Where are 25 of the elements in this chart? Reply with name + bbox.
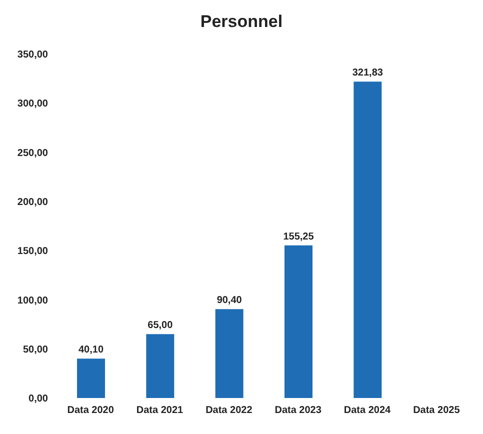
bar bbox=[354, 82, 382, 398]
bar bbox=[215, 309, 244, 398]
x-tick-label: Data 2024 bbox=[344, 405, 392, 416]
data-label: 90,40 bbox=[216, 295, 242, 306]
x-tick-label: Data 2023 bbox=[274, 405, 322, 416]
bar bbox=[77, 358, 105, 398]
bar bbox=[284, 245, 312, 398]
y-tick-label: 50,00 bbox=[22, 344, 48, 356]
x-tick-label: Data 2022 bbox=[206, 405, 253, 416]
x-tick-label: Data 2025 bbox=[413, 405, 460, 416]
y-tick-label: 300,00 bbox=[17, 98, 48, 110]
x-tick-label: Data 2021 bbox=[136, 405, 184, 416]
chart-title: Personnel bbox=[199, 11, 284, 33]
data-label: 40,10 bbox=[78, 344, 104, 356]
y-tick-label: 0,00 bbox=[28, 394, 48, 405]
y-tick-label: 150,00 bbox=[17, 246, 48, 258]
y-tick-label: 350,00 bbox=[17, 50, 48, 61]
y-tick-label: 100,00 bbox=[17, 295, 48, 306]
data-label: 155,25 bbox=[283, 231, 314, 242]
y-tick-label: 250,00 bbox=[17, 148, 48, 159]
x-tick-label: Data 2020 bbox=[67, 405, 114, 416]
y-tick-label: 200,00 bbox=[17, 196, 48, 208]
data-label: 65,00 bbox=[148, 320, 174, 332]
bar bbox=[146, 334, 174, 398]
data-label: 321,83 bbox=[352, 68, 384, 79]
